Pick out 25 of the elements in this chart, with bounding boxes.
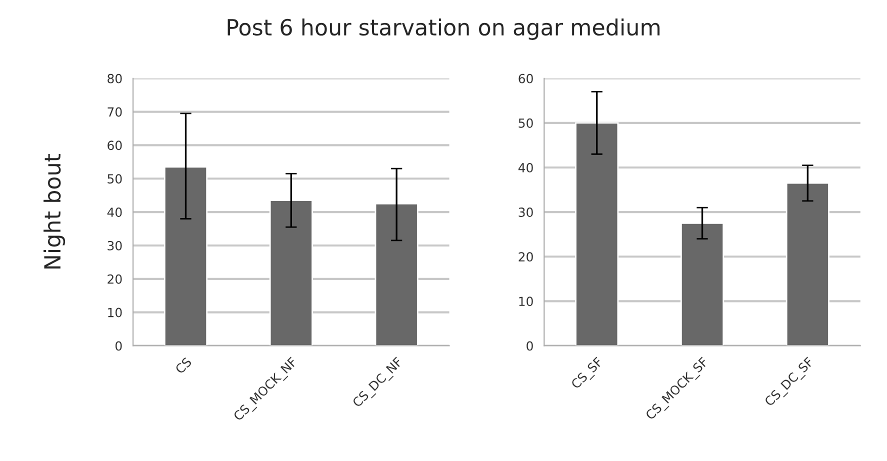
y-tick-label: 70: [108, 107, 122, 117]
y-tick-label: 0: [116, 341, 122, 351]
y-tick-label: 40: [518, 162, 533, 172]
y-tick-label: 10: [108, 308, 122, 318]
y-tick-label: 10: [519, 296, 533, 306]
chart-title: Post 6 hour starvation on agar medium: [228, 18, 660, 40]
y-axis-title: Night bout: [44, 154, 66, 269]
bar: [575, 122, 619, 346]
y-tick-label: 80: [108, 74, 122, 84]
y-tick-label: 30: [108, 240, 122, 250]
y-tick-label: 30: [518, 208, 533, 217]
y-tick-label: 60: [518, 74, 533, 84]
x-tick-label: CS: [174, 356, 192, 374]
bar: [164, 166, 208, 346]
y-tick-label: 60: [108, 140, 122, 150]
y-tick-label: 20: [108, 274, 122, 284]
y-tick-label: 50: [518, 118, 533, 128]
bar: [269, 200, 313, 346]
bar: [786, 182, 830, 346]
bar: [680, 222, 724, 346]
y-tick-label: 20: [518, 252, 533, 262]
y-tick-label: 0: [526, 341, 533, 351]
y-tick-label: 50: [108, 174, 122, 184]
y-tick-label: 40: [107, 208, 122, 217]
bar: [374, 203, 418, 346]
